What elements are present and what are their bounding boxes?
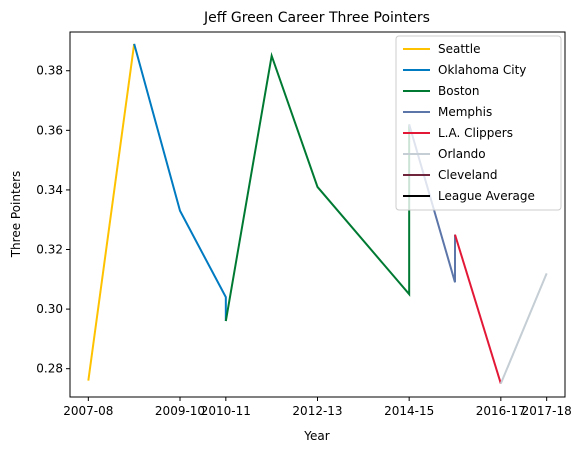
legend-box: [395, 35, 562, 211]
legend-entry: Orlando: [438, 147, 486, 161]
series-line: [499, 272, 548, 384]
legend-entry: Seattle: [438, 42, 480, 56]
series-line: [133, 43, 227, 322]
legend: Seattle Oklahoma City Boston Memphis L.A. Cl…: [395, 35, 562, 211]
x-tick-label: 2009-10: [155, 404, 205, 418]
legend-entry: Boston: [438, 84, 479, 98]
y-tick-label: 0.36: [36, 123, 63, 137]
x-tick-label: 2017-18: [522, 404, 572, 418]
series-line: [454, 234, 502, 384]
y-tick-label: 0.34: [36, 183, 63, 197]
x-tick-label: 2016-17: [476, 404, 526, 418]
chart-title: Jeff Green Career Three Pointers: [203, 10, 430, 26]
legend-entry: Cleveland: [438, 168, 498, 182]
legend-entry: Memphis: [438, 105, 492, 119]
legend-entry: Oklahoma City: [438, 63, 526, 77]
x-tick-label: 2010-11: [201, 404, 251, 418]
x-tick-label: 2007-08: [63, 404, 113, 418]
y-tick-label: 0.28: [36, 362, 63, 376]
x-tick-label: 2014-15: [384, 404, 434, 418]
x-axis-label: Year: [303, 429, 329, 443]
x-tick-label: 2012-13: [292, 404, 342, 418]
y-tick-label: 0.30: [36, 302, 63, 316]
y-tick-label: 0.38: [36, 64, 63, 78]
y-tick-label: 0.32: [36, 243, 63, 257]
legend-entry: L.A. Clippers: [438, 126, 513, 140]
series-line: [224, 51, 411, 322]
series-line: [87, 43, 136, 381]
legend-entry: League Average: [438, 189, 535, 203]
y-axis-label: Three Pointers: [9, 171, 23, 259]
